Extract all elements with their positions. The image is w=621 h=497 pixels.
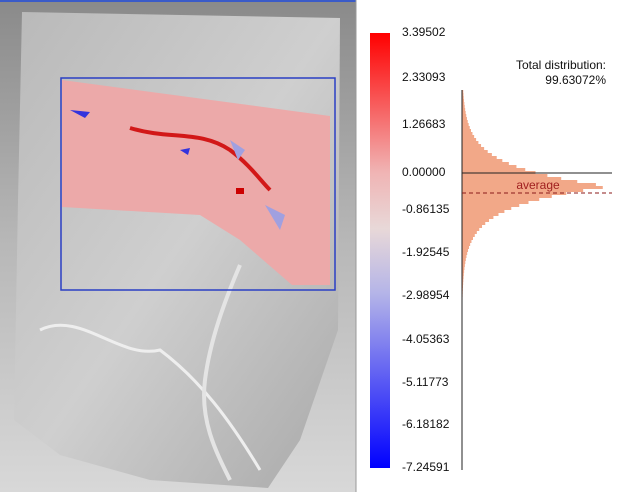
screen: 3.39502 2.33093 1.26683 0.00000 -0.86135 -1.9…: [0, 0, 621, 492]
tick-label: -0.86135: [402, 202, 450, 216]
tick-label: -1.92545: [402, 245, 450, 259]
page: 3.39502 2.33093 1.26683 0.00000 -0.86135 -1.9…: [0, 0, 621, 492]
tick-label: 1.26683: [402, 117, 446, 131]
tick-label: -2.98954: [402, 288, 450, 302]
tick-label: 0.00000: [402, 165, 446, 179]
tick-label: -6.18182: [402, 417, 450, 431]
tick-label: 3.39502: [402, 25, 446, 39]
tick-label: 2.33093: [402, 70, 446, 84]
tick-label: -4.05363: [402, 332, 450, 346]
average-label: average: [516, 178, 560, 192]
red-spot: [236, 188, 244, 194]
total-value: 99.63072%: [545, 73, 606, 87]
tick-label: -5.11773: [402, 375, 449, 389]
tick-label: -7.24591: [402, 460, 450, 474]
color-bar: [370, 33, 390, 468]
total-label: Total distribution:: [516, 58, 606, 72]
